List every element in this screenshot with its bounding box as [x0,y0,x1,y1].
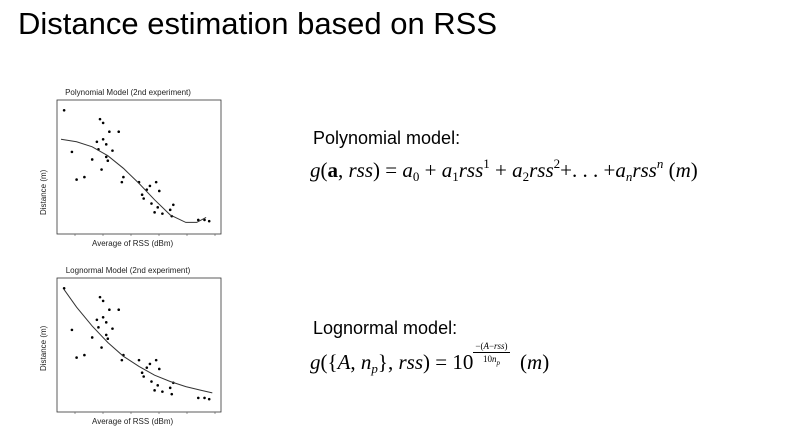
lognormal-chart-title: Lognormal Model (2nd experiment) [65,266,191,275]
data-point [142,375,145,378]
data-point [154,358,158,362]
data-point [122,175,125,179]
data-point [101,299,105,303]
lognormal-x-axis-label: Average of RSS (dBm) [92,417,174,426]
data-point [101,137,105,141]
lognormal-model-label: Lognormal model: [313,318,458,338]
polynomial-y-axis-label: Distance (m) [39,169,48,215]
data-point [120,180,124,184]
data-point [62,109,66,112]
data-point [156,384,160,387]
data-point [108,130,111,134]
data-point [168,386,172,390]
data-point [95,318,99,322]
data-point [108,308,111,312]
polynomial-plot-svg [56,99,222,236]
data-point [168,208,172,212]
lognormal-chart: Lognormal Model (2nd experiment) Distanc… [32,266,224,426]
data-point [100,168,103,171]
data-point [98,117,102,121]
data-point [153,211,156,214]
data-point [148,184,152,188]
data-point [154,180,158,184]
fit-curve [63,289,213,394]
data-point [83,353,86,357]
polynomial-x-axis-label: Average of RSS (dBm) [92,239,174,248]
data-point [117,308,121,312]
data-point [142,197,145,200]
plot-frame [56,99,222,235]
data-point [157,367,161,371]
data-point [97,326,100,329]
data-point [111,149,114,152]
data-point [104,143,108,146]
data-point [161,212,164,215]
data-point [170,392,174,396]
data-point [70,328,74,332]
polynomial-chart: Polynomial Model (2nd experiment) Distan… [32,88,224,248]
polynomial-formula: g(a, rss) = a0 + a1rss1 + a2rss2+. . . +… [310,156,698,184]
data-point [90,336,94,339]
data-point [203,396,206,400]
data-point [148,362,152,366]
data-point [70,150,74,154]
data-point [172,203,175,207]
data-point [145,366,149,369]
data-point [117,130,121,134]
data-point [203,218,206,222]
data-point [196,218,200,222]
data-point [196,396,200,400]
data-point [83,175,86,179]
data-point [156,206,160,209]
data-point [150,202,153,205]
data-point [98,295,102,299]
data-point [100,346,103,349]
data-point [140,371,144,375]
lognormal-y-axis-label: Distance (m) [39,325,48,371]
data-point [75,178,78,181]
data-point [75,356,78,359]
data-point [207,397,211,401]
lognormal-plot-svg [56,277,222,414]
plot-frame [56,277,222,413]
data-point [120,358,124,362]
data-point [104,321,108,324]
data-point [106,159,110,162]
data-point [157,189,161,193]
data-point [62,287,66,290]
data-point [101,315,105,319]
data-point [153,389,156,392]
slide-title: Distance estimation based on RSS [18,6,498,41]
data-point [106,337,110,340]
data-point [137,358,141,362]
data-point [101,121,105,125]
polynomial-chart-title: Polynomial Model (2nd experiment) [65,88,191,97]
polynomial-model-label: Polynomial model: [313,128,461,148]
data-point [104,333,108,337]
data-point [95,140,99,144]
data-point [104,155,108,159]
data-point [111,327,114,330]
data-point [90,158,94,161]
data-point [150,380,153,383]
data-point [140,193,144,197]
data-point [161,390,164,393]
fit-curve [60,138,207,223]
data-point [207,219,211,223]
lognormal-formula: g({A, np}, rss) = 10 −(A−rss) 10np (m) [310,341,550,376]
